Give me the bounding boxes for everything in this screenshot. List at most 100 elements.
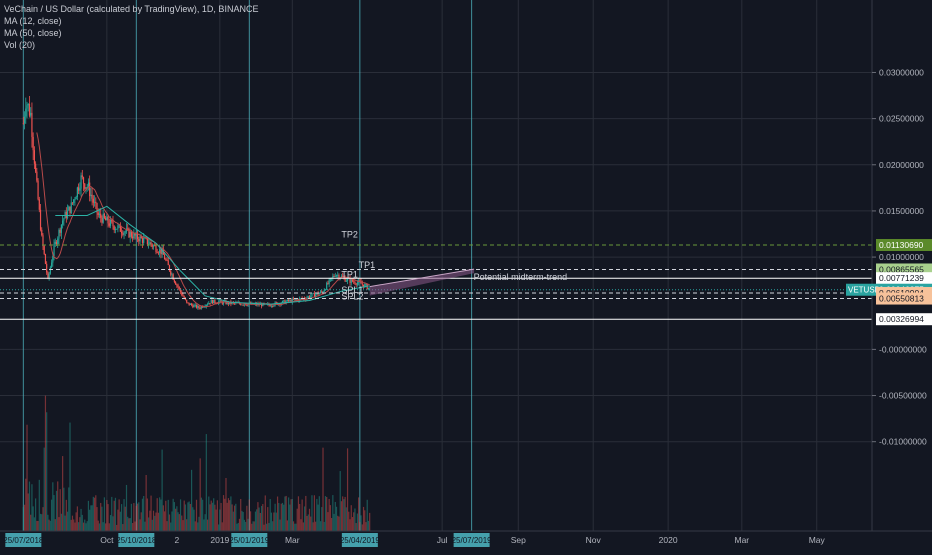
volume-bar (291, 498, 293, 531)
volume-bar (253, 521, 255, 531)
volume-bar (197, 522, 199, 531)
volume-bar (150, 495, 152, 531)
volume-bar (257, 502, 259, 531)
candle-body (112, 221, 114, 227)
volume-bar (297, 496, 300, 531)
candle-body (151, 244, 153, 247)
volume-bar (227, 498, 230, 531)
candle-body (108, 223, 110, 226)
volume-bar (226, 502, 228, 531)
volume-bar (90, 505, 92, 531)
volume-bar (102, 522, 104, 531)
volume-bar (89, 509, 91, 531)
volume-bar (23, 504, 26, 531)
volume-bar (300, 519, 302, 531)
candle-body (192, 305, 194, 308)
candle-body (30, 112, 32, 116)
candle-body (262, 303, 264, 307)
volume-bar (189, 503, 191, 531)
candle-body (53, 244, 55, 257)
volume-bar (26, 424, 28, 531)
grid-layer (0, 0, 872, 531)
indicator-ma12[interactable]: MA (12, close) (4, 16, 62, 26)
date-marker-label: 25/01/2019 (229, 536, 270, 545)
volume-bar (28, 481, 31, 531)
candle-body (128, 228, 130, 238)
volume-bar (149, 510, 151, 531)
volume-bar (306, 515, 308, 531)
date-marker-label: 25/07/2019 (452, 536, 493, 545)
price-label-box (876, 239, 932, 252)
time-axis[interactable]: Oct 2019 Mar Jul Sep Nov 2020 Mar May 2 25/07/2018… (0, 530, 932, 550)
candle-body (36, 171, 38, 181)
volume-bar (281, 502, 284, 531)
volume-bar (324, 496, 327, 531)
volume-bar (284, 496, 286, 531)
volume-bar (343, 499, 345, 531)
candle-body (318, 293, 320, 295)
volume-bar (288, 497, 290, 531)
candle-body (261, 303, 263, 307)
candle-body (138, 238, 140, 242)
volume-bar (332, 495, 334, 531)
candle-body (184, 298, 187, 300)
volume-bar (123, 499, 125, 531)
volume-bar (132, 522, 134, 531)
volume-bar (275, 512, 277, 531)
candle-body (338, 274, 340, 279)
volume-bar (86, 521, 88, 531)
y-tick-label: 0.02000000 (879, 160, 924, 170)
candle-body (182, 295, 184, 297)
candle-body (113, 226, 115, 231)
volume-bar (118, 499, 120, 531)
x-tick-label: Oct (100, 535, 114, 545)
ma50-line (55, 205, 370, 305)
ma12-line (36, 132, 370, 308)
candle-body (294, 299, 296, 300)
candle-body (329, 278, 331, 280)
horizontal-levels (0, 244, 872, 320)
volume-bar (267, 507, 269, 531)
volume-bar (317, 504, 319, 531)
volume-bar (36, 520, 38, 531)
volume-bar (113, 500, 115, 531)
volume-bar (79, 517, 81, 531)
volume-bar (188, 501, 190, 531)
volume-bar (319, 521, 322, 531)
candle-body (116, 228, 118, 230)
volume-bar (151, 519, 153, 531)
volume-bar (163, 511, 166, 531)
candle-body (135, 232, 137, 236)
candle-body (292, 298, 295, 300)
candle-body (296, 299, 298, 301)
volume-bar (249, 511, 252, 531)
volume-bar (224, 498, 226, 531)
volume-bar (134, 521, 136, 531)
candle-body (119, 224, 121, 232)
candle-body (26, 105, 28, 109)
volume-bar (130, 503, 133, 531)
candle-body (349, 278, 351, 283)
candle-body (82, 177, 85, 184)
indicator-ma50[interactable]: MA (50, close) (4, 28, 62, 38)
volume-bar (71, 515, 74, 531)
volume-bar (292, 521, 295, 531)
indicator-volume[interactable]: Vol (20) (4, 40, 36, 50)
volume-bar (237, 522, 239, 531)
volume-bar (146, 498, 148, 531)
candle-body (214, 299, 216, 303)
volume-bar (172, 498, 174, 531)
volume-bar (238, 518, 241, 531)
volume-bar (195, 499, 198, 531)
volume-bar (318, 496, 320, 531)
volume-bar (360, 515, 362, 531)
candle-body (91, 194, 93, 199)
candle-body (47, 272, 49, 278)
volume-bar (200, 497, 203, 531)
candle-body (307, 296, 309, 298)
candle-body (78, 187, 80, 191)
volume-bar (141, 498, 144, 531)
price-axis[interactable]: 0.03000000 0.02500000 0.02000000 0.01500000… (846, 0, 932, 531)
